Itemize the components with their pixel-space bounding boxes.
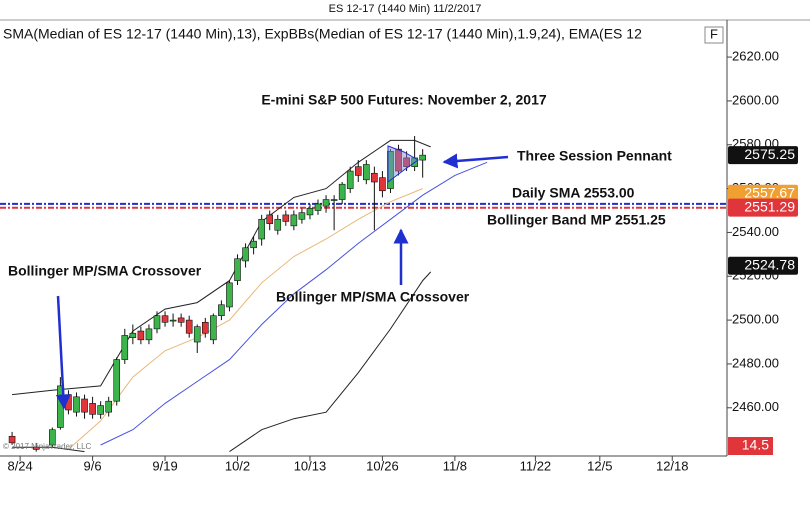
candle-body xyxy=(282,214,290,222)
y-tick-label: 2600.00 xyxy=(732,92,779,107)
candle-body xyxy=(161,315,169,323)
y-tick-label: 2500.00 xyxy=(732,312,779,327)
x-tick-label: 11/22 xyxy=(520,458,552,473)
f-button[interactable] xyxy=(704,26,724,44)
candle-body xyxy=(210,315,217,341)
candle-body xyxy=(65,394,72,411)
x-tick-label: 12/18 xyxy=(656,458,689,473)
price-marker xyxy=(728,146,798,165)
candle-body xyxy=(274,218,282,231)
candle-body xyxy=(330,199,338,201)
candle-body xyxy=(346,170,354,189)
x-tick-label: 10/26 xyxy=(366,458,399,473)
indicator-legend: SMA(Median of ES 12-17 (1440 Min),13), E… xyxy=(3,26,642,42)
price-marker-label: 2575.25 xyxy=(744,146,795,162)
candle-body xyxy=(395,148,402,172)
annotation: Daily SMA 2553.00 xyxy=(512,185,635,201)
candle-body xyxy=(113,359,121,402)
candle-body xyxy=(419,154,426,161)
candle-body xyxy=(49,429,56,446)
x-tick-label: 9/6 xyxy=(84,458,102,473)
price-marker-label: 2557.67 xyxy=(744,184,795,200)
candle-body xyxy=(387,151,394,189)
price-marker xyxy=(728,256,798,275)
candle-body xyxy=(403,157,410,167)
y-tick-label: 2480.00 xyxy=(732,355,779,370)
y-tick-label: 2460.00 xyxy=(732,399,779,414)
x-tick-label: 8/24 xyxy=(7,458,32,473)
indicator-marker xyxy=(728,437,773,455)
candle-body xyxy=(363,164,370,181)
x-tick-label: 11/8 xyxy=(443,458,467,473)
candle-body xyxy=(379,177,386,192)
candle-body xyxy=(338,183,346,200)
candle-body xyxy=(266,214,274,224)
candle-body xyxy=(153,315,161,330)
candle-body xyxy=(314,203,322,211)
candle-body xyxy=(129,332,137,338)
candle-body xyxy=(73,396,80,413)
y-tick-label: 2540.00 xyxy=(732,224,779,239)
candle-body xyxy=(169,319,177,322)
indicator-line xyxy=(68,188,423,450)
candle-body xyxy=(250,240,257,249)
price-marker-label: 2524.78 xyxy=(744,256,795,272)
price-marker xyxy=(728,184,798,203)
candle-body xyxy=(322,199,330,207)
annotation: Bollinger MP/SMA Crossover xyxy=(276,289,470,305)
candle-body xyxy=(105,400,112,413)
pennant xyxy=(387,145,419,183)
candle-body xyxy=(218,304,225,317)
indicator-line xyxy=(100,161,488,446)
candle-body xyxy=(97,405,104,415)
candle-body xyxy=(242,247,249,262)
x-tick-label: 9/19 xyxy=(152,458,177,473)
candle-body xyxy=(298,212,306,220)
candle-body xyxy=(8,435,16,444)
annotation: Three Session Pennant xyxy=(517,148,672,164)
candle-body xyxy=(137,330,145,341)
candle-body xyxy=(177,317,185,323)
copyright: © 2017 NinjaTrader, LLC xyxy=(3,442,92,451)
x-tick-label: 12/5 xyxy=(587,458,612,473)
plot-area xyxy=(0,135,727,453)
window-title: ES 12-17 (1440 Min) 11/2/2017 xyxy=(329,3,482,15)
arrow xyxy=(55,295,71,410)
candle-body xyxy=(234,258,241,281)
annotation: Bollinger Band MP 2551.25 xyxy=(487,212,666,228)
candle-body xyxy=(306,208,314,216)
arrow xyxy=(442,153,509,169)
f-button-label[interactable]: F xyxy=(710,26,718,41)
candle-body xyxy=(201,321,209,334)
candle-body xyxy=(193,326,201,343)
candle-body xyxy=(258,218,265,240)
candle-body xyxy=(185,319,193,334)
annotation: Bollinger MP/SMA Crossover xyxy=(8,263,202,279)
candle-body xyxy=(81,398,88,413)
x-tick-label: 10/2 xyxy=(225,458,250,473)
price-marker xyxy=(728,198,798,217)
candle-body xyxy=(354,166,362,176)
candle-body xyxy=(121,335,129,360)
chart-title: E-mini S&P 500 Futures: November 2, 2017 xyxy=(261,92,547,108)
candle-body xyxy=(371,172,378,183)
indicator-marker-label: 14.5 xyxy=(742,437,769,453)
candle-body xyxy=(32,446,40,450)
candle-body xyxy=(290,214,298,227)
price-marker-label: 2551.29 xyxy=(744,198,795,214)
candle-body xyxy=(226,282,233,308)
x-tick-label: 10/13 xyxy=(294,458,327,473)
candle-body xyxy=(145,328,153,341)
y-tick-label: 2620.00 xyxy=(732,49,779,64)
candle-body xyxy=(89,403,96,415)
